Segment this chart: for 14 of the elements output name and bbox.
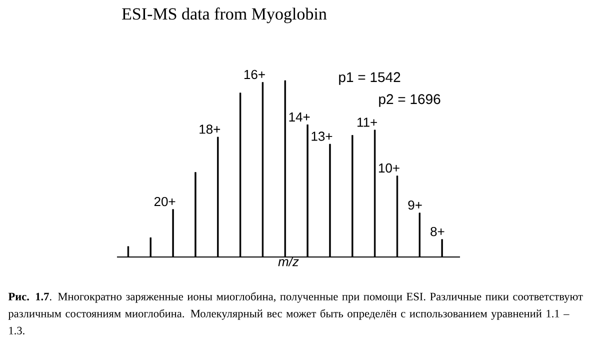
x-tick-label: 10+: [378, 163, 400, 173]
x-tick-label: 16+: [244, 70, 265, 80]
annotation: p1 = 1542: [339, 72, 400, 85]
x-tick-label: 11+: [358, 118, 377, 127]
x-tick-label: 8+: [430, 226, 444, 236]
x-tick-label: 14+: [289, 112, 310, 122]
x-axis-title: m/z: [278, 256, 299, 266]
x-tick-label: 13+: [312, 132, 332, 141]
chart-title: ESI-MS data from Myoglobin: [122, 8, 327, 24]
x-tick-label: 18+: [200, 124, 220, 134]
text: Рис. 1.7. Многократно заряженные ионы миоглобина, полученные при помощи ESI. Различные пики соответствуют различным состояниям миоглобина. Молекулярный вес может быть определён с использованием уравнений 1.1 – 1.3.: [8, 292, 583, 334]
x-tick-label: 20+: [154, 196, 176, 206]
annotation: p2 = 1696: [379, 94, 440, 107]
x-tick-label: 9+: [408, 200, 422, 210]
